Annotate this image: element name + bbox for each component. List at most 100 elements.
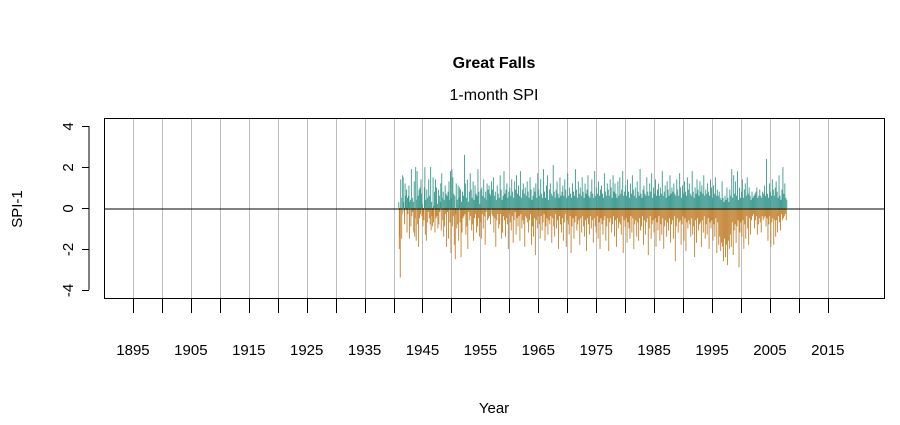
y-tick-label: 2 [60,163,77,171]
bar-positive [576,197,578,208]
bar-negative [631,208,633,233]
bar-negative [561,208,563,219]
bar-positive [672,191,674,208]
bar-positive [774,187,776,208]
bar-negative [713,208,715,225]
bar-positive [615,193,617,208]
bar-positive [409,199,411,208]
bar-negative [462,208,464,219]
bar-positive [439,201,441,208]
bar-negative [757,208,759,225]
bar-negative [731,208,733,223]
bar-negative [611,208,613,233]
bar-positive [425,199,427,208]
bar-positive [428,179,430,208]
bar-negative [555,208,557,215]
bar-positive [497,193,499,208]
bar-positive [737,171,739,208]
bar-negative [473,208,475,241]
bar-negative [435,208,437,219]
bar-negative [414,208,416,237]
bar-positive [594,171,596,208]
bar-positive [578,193,580,208]
bar-positive [775,181,777,208]
bar-negative [560,208,562,233]
bar-positive [456,199,458,208]
x-tick-label: 2015 [811,342,844,359]
bar-positive [564,179,566,208]
bar-negative [614,208,615,237]
bar-positive [532,195,534,208]
bar-positive [624,191,626,208]
bar-negative [560,208,561,225]
bar-negative [652,208,654,221]
bar-negative [465,208,467,235]
bar-positive [534,191,536,208]
bar-positive [460,189,462,208]
bar-negative [517,208,519,227]
bar-negative [499,208,501,225]
bar-negative [619,208,621,225]
bar-negative [690,208,692,237]
bar-negative [726,208,727,245]
bar-positive [538,189,540,208]
bar-positive [674,193,676,208]
bar-negative [733,208,735,231]
bar-negative [458,208,460,241]
bar-positive [646,177,648,208]
bar-negative [641,208,642,227]
bar-positive [606,183,608,208]
bar-negative [509,208,511,223]
bar-negative [760,208,762,233]
bar-negative [724,208,725,239]
x-tick-label: 1945 [406,342,439,359]
bar-positive [733,175,735,208]
bar-positive [469,173,471,208]
bar-positive [449,199,450,208]
bar-negative [661,208,663,235]
x-tick-label: 1975 [580,342,613,359]
bar-negative [671,208,672,225]
bar-negative [634,208,636,225]
bar-positive [476,195,478,208]
bar-negative [552,208,554,219]
bar-positive [480,189,482,208]
bar-positive [560,195,562,208]
bar-negative [553,208,555,227]
bar-negative [765,208,767,227]
bar-negative [573,208,575,239]
bar-positive [669,175,671,208]
bar-negative [512,208,514,243]
bar-positive [571,197,573,208]
bar-positive [755,191,757,208]
bar-negative [679,208,681,221]
bar-negative [784,208,786,215]
bar-positive [537,173,539,208]
bar-positive [449,171,451,208]
bar-negative [559,208,560,217]
bar-positive [417,195,419,208]
y-tick-label: 0 [60,204,77,212]
bar-negative [439,208,441,213]
bar-negative [541,208,543,231]
bar-negative [497,208,499,215]
bar-positive [631,175,633,208]
bar-negative [640,208,642,231]
bar-negative [638,208,640,241]
bar-negative [782,208,784,219]
bar-negative [487,208,489,221]
bar-positive [600,189,601,208]
bar-negative [481,208,483,215]
bar-negative [430,208,432,231]
bar-negative [599,208,601,249]
bar-negative [613,208,614,217]
bar-positive [628,191,629,208]
bar-negative [580,208,582,219]
bar-negative [635,208,637,221]
bar-positive [661,171,663,208]
bar-positive [617,181,619,208]
bar-negative [574,208,576,223]
bar-negative [413,208,415,233]
bar-positive [598,181,600,208]
bar-negative [779,208,780,223]
